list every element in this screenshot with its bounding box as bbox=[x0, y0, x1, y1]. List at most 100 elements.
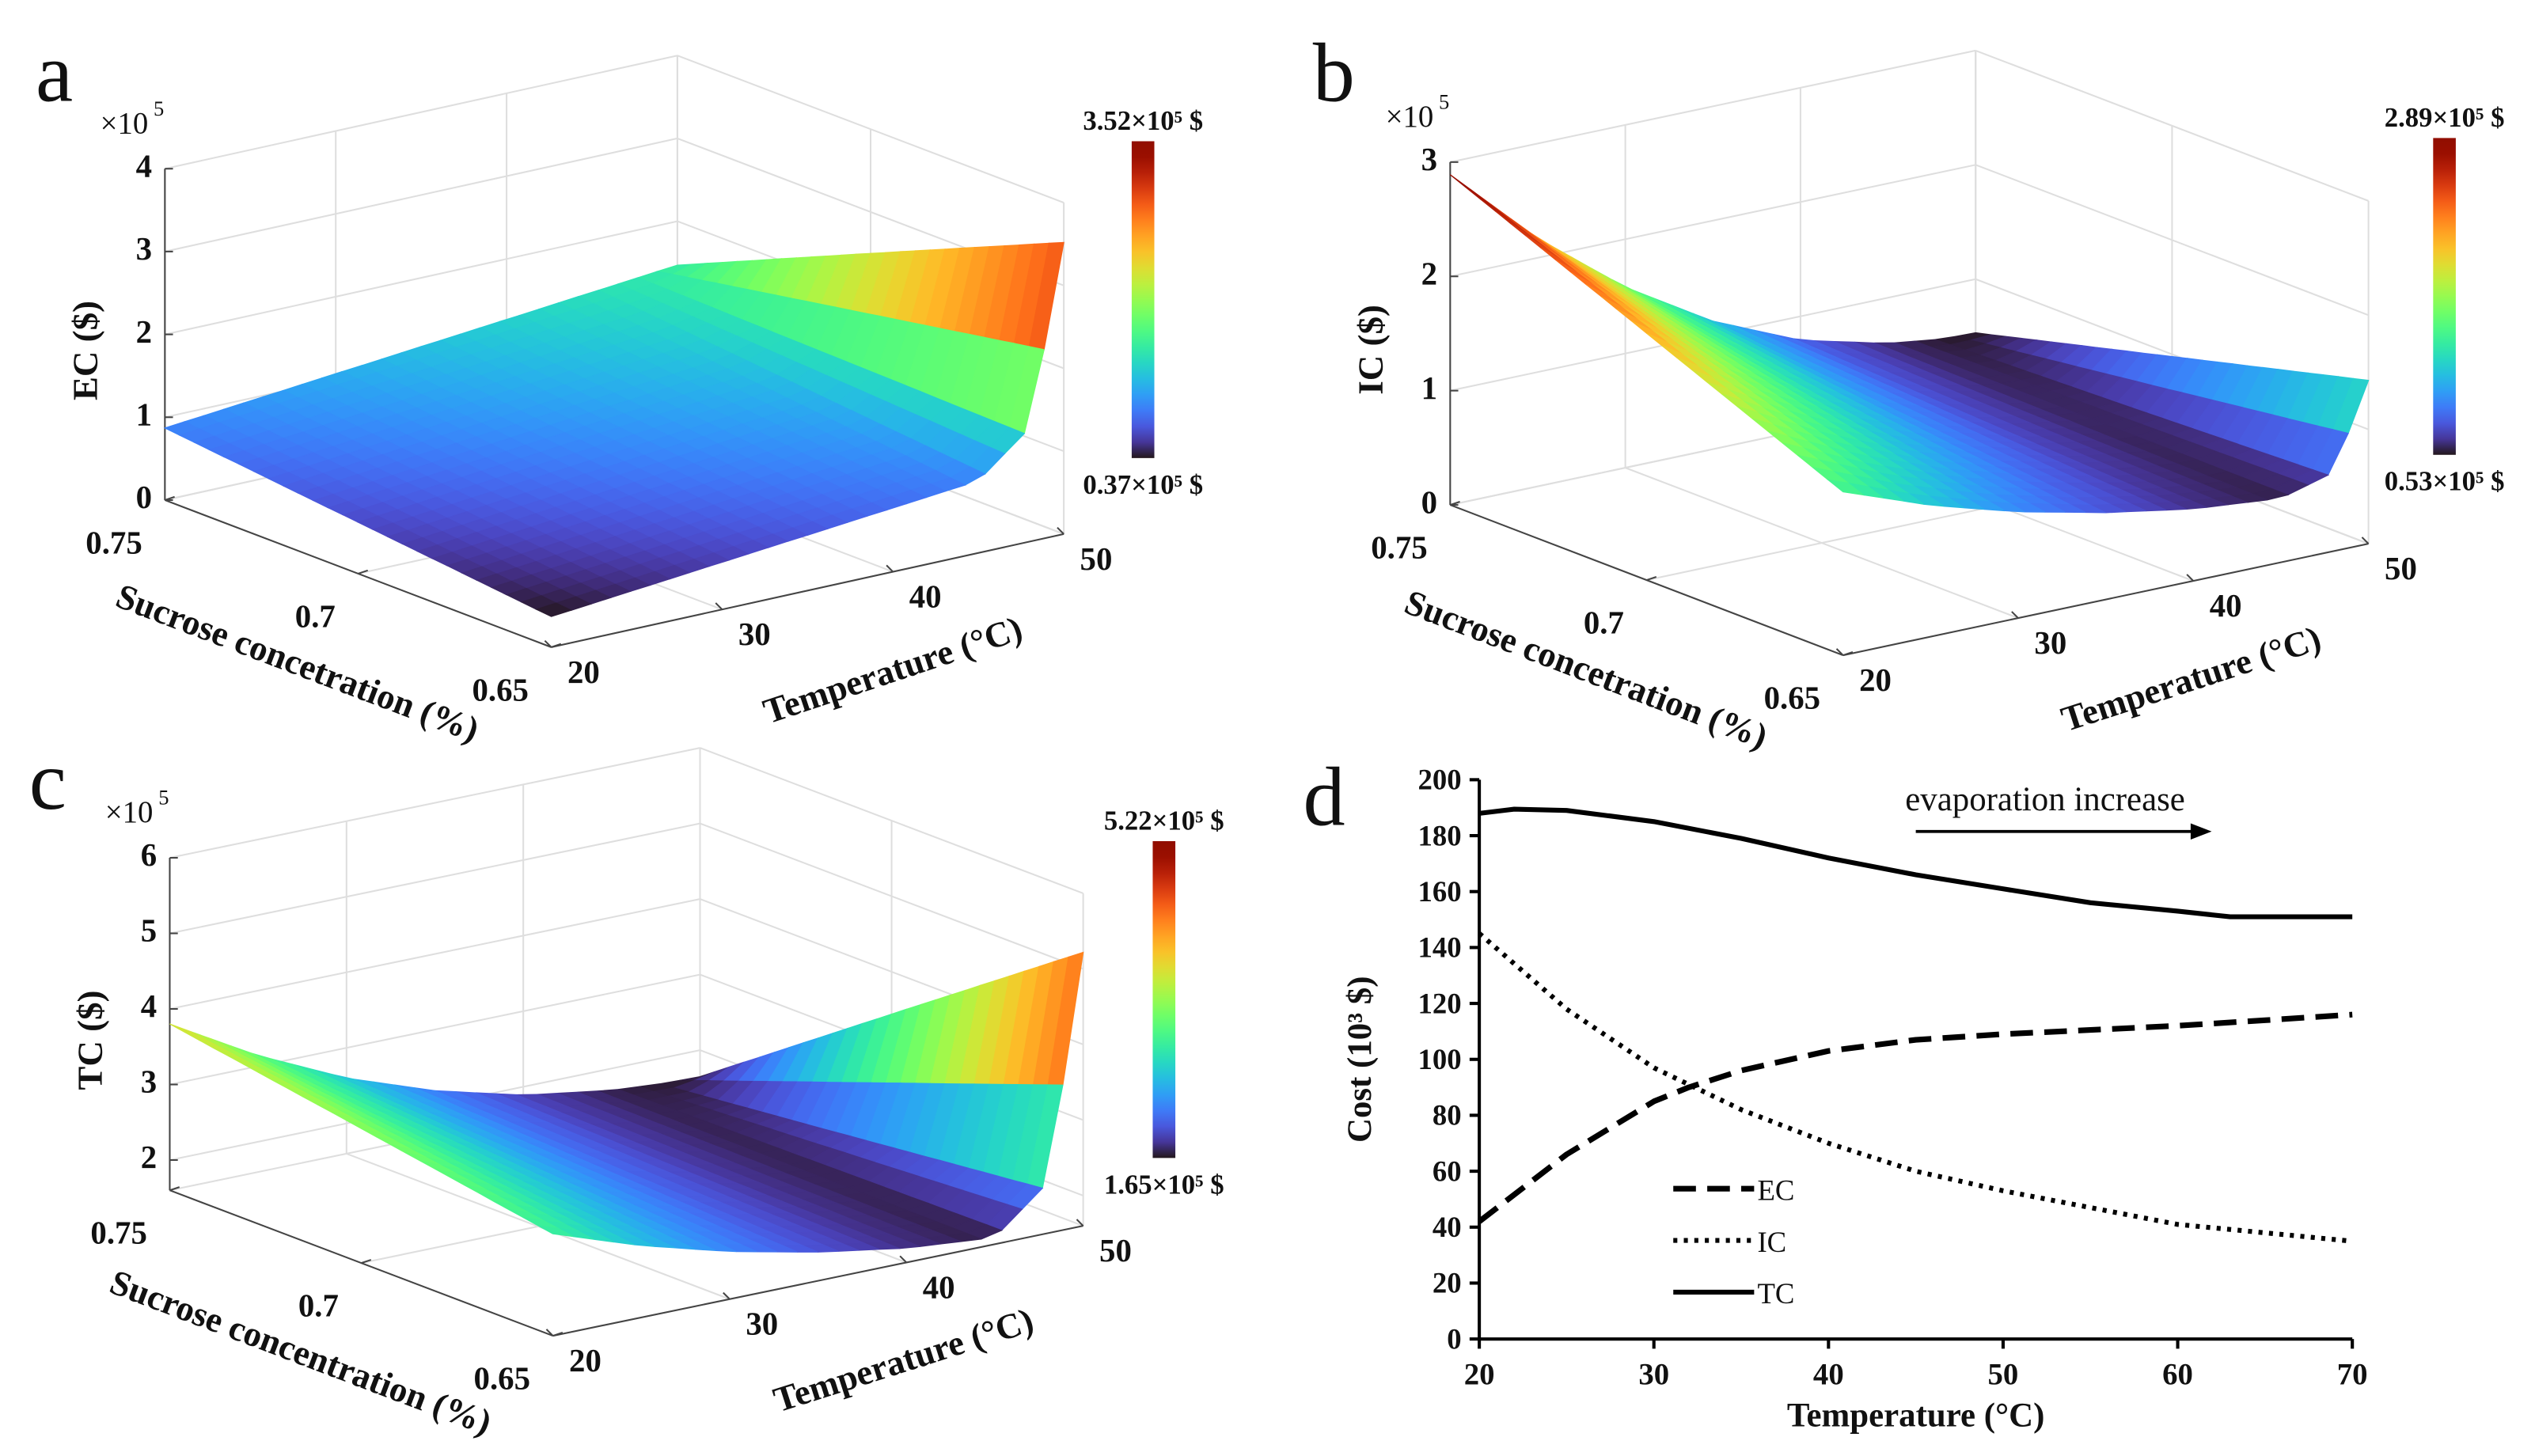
sucrose-tick-label: 0.7 bbox=[1584, 605, 1624, 641]
z-multiplier-label: ×10 bbox=[1386, 100, 1434, 134]
y-tick-label: 80 bbox=[1433, 1099, 1462, 1132]
z-tick-label: 6 bbox=[141, 837, 157, 873]
surface-patch bbox=[537, 1225, 574, 1238]
x-axis-title: Temperature (°C) bbox=[1787, 1397, 2045, 1434]
z-multiplier-label: ×10 bbox=[105, 795, 154, 829]
gridline bbox=[165, 55, 678, 170]
temperature-tick-label: 50 bbox=[1080, 541, 1113, 577]
sucrose-tick-label: 0.7 bbox=[295, 598, 336, 634]
sucrose-tick-label: 0.65 bbox=[1764, 680, 1820, 715]
legend-label-tc: TC bbox=[1757, 1277, 1794, 1310]
temperature-axis-title: Temperature (°C) bbox=[758, 609, 1027, 731]
z-tick-label: 1 bbox=[136, 396, 152, 432]
temperature-tick-label: 40 bbox=[909, 578, 942, 614]
temperature-tick-label: 30 bbox=[2034, 625, 2066, 661]
surface-patch bbox=[1826, 479, 1865, 496]
z-tick-label: 0 bbox=[1421, 484, 1437, 520]
temperature-tick bbox=[1835, 648, 1844, 656]
temperature-tick-label: 30 bbox=[746, 1306, 778, 1342]
temperature-axis-line bbox=[552, 1225, 1083, 1337]
colorbar bbox=[2433, 138, 2456, 455]
z-tick-label: 0 bbox=[136, 480, 152, 515]
gridline bbox=[700, 747, 1083, 894]
y-axis-title: Cost (10³ $) bbox=[1342, 976, 1379, 1143]
temperature-tick-label: 20 bbox=[567, 654, 600, 690]
gridline bbox=[169, 973, 700, 1086]
sucrose-tick bbox=[361, 1259, 372, 1265]
sucrose-tick bbox=[165, 495, 175, 501]
z-tick-label: 2 bbox=[1421, 256, 1437, 291]
z-tick-label: 5 bbox=[141, 913, 157, 949]
sucrose-tick-label: 0.7 bbox=[298, 1288, 339, 1324]
colorbar-min-label: 0.53×10⁵ $ bbox=[2385, 466, 2505, 497]
temperature-tick bbox=[899, 1255, 908, 1264]
series-line-ec bbox=[1477, 1011, 2353, 1224]
z-tick-label: 2 bbox=[136, 314, 152, 350]
y-tick-label: 140 bbox=[1418, 931, 1462, 964]
temperature-tick bbox=[545, 1329, 554, 1337]
sucrose-tick-label: 0.75 bbox=[1371, 530, 1427, 566]
panel-letter-d: d bbox=[1303, 750, 1345, 844]
sucrose-tick-label: 0.65 bbox=[472, 672, 528, 707]
temperature-tick-label: 50 bbox=[2385, 551, 2417, 586]
colorbar-max-label: 3.52×10⁵ $ bbox=[1083, 105, 1203, 136]
surface-patch bbox=[535, 602, 573, 617]
y-tick-label: 60 bbox=[1433, 1155, 1462, 1187]
panel-letter-a: a bbox=[36, 25, 73, 119]
y-tick-label: 0 bbox=[1447, 1322, 1461, 1355]
colorbar-max-label: 5.22×10⁵ $ bbox=[1104, 806, 1224, 836]
gridline bbox=[169, 747, 700, 859]
series-line-tc bbox=[1478, 806, 2353, 919]
gridline bbox=[1450, 49, 1976, 163]
sucrose-tick-label: 0.65 bbox=[474, 1360, 530, 1396]
temperature-tick bbox=[2011, 611, 2019, 619]
z-tick-label: 4 bbox=[141, 988, 157, 1024]
panel-d-line-chart: 20 30 40 50 60 70020406080100120140160180200T… bbox=[1342, 764, 2367, 1435]
sucrose-tick bbox=[1450, 501, 1460, 506]
annotation-arrow-head-icon bbox=[2190, 823, 2212, 840]
x-tick-label: 20 bbox=[1464, 1357, 1495, 1391]
temperature-tick bbox=[2186, 574, 2195, 582]
sucrose-tick bbox=[1842, 651, 1854, 657]
temperature-tick-label: 20 bbox=[1859, 662, 1892, 698]
sucrose-tick bbox=[1646, 576, 1657, 582]
surface-mesh bbox=[163, 241, 1064, 617]
y-tick-label: 160 bbox=[1418, 875, 1462, 908]
series-line-ic bbox=[1478, 931, 2353, 1244]
colorbar bbox=[1152, 840, 1176, 1158]
y-tick-label: 20 bbox=[1433, 1267, 1462, 1299]
z-axis-title: EC ($) bbox=[66, 301, 105, 400]
sucrose-tick bbox=[552, 1332, 564, 1337]
colorbar-min-label: 1.65×10⁵ $ bbox=[1104, 1169, 1224, 1200]
panel-letter-b: b bbox=[1313, 25, 1355, 119]
temperature-tick-label: 20 bbox=[569, 1343, 601, 1378]
z-tick-label: 2 bbox=[141, 1139, 157, 1175]
legend-label-ic: IC bbox=[1757, 1226, 1786, 1258]
colorbar bbox=[1131, 141, 1155, 458]
legend-label-ec: EC bbox=[1757, 1174, 1794, 1206]
sucrose-tick bbox=[551, 643, 562, 648]
sucrose-tick-label: 0.75 bbox=[90, 1215, 146, 1251]
colorbar-min-label: 0.37×10⁵ $ bbox=[1083, 469, 1203, 500]
temperature-tick bbox=[2361, 537, 2370, 544]
y-tick-label: 100 bbox=[1418, 1043, 1462, 1075]
z-tick-label: 3 bbox=[1421, 142, 1437, 177]
z-axis-title: IC ($) bbox=[1351, 305, 1391, 395]
z-axis-title: TC ($) bbox=[70, 991, 110, 1090]
z-multiplier-label: ×10 bbox=[101, 106, 149, 140]
panel-letter-c: c bbox=[29, 734, 66, 827]
temperature-tick-label: 40 bbox=[2210, 588, 2242, 624]
y-tick-label: 120 bbox=[1418, 987, 1462, 1019]
gridline bbox=[165, 137, 678, 252]
x-tick-label: 30 bbox=[1638, 1357, 1669, 1391]
temperature-axis-title: Temperature (°C) bbox=[2056, 618, 2325, 739]
x-tick-label: 70 bbox=[2337, 1357, 2368, 1391]
sucrose-tick bbox=[358, 569, 369, 574]
z-multiplier-exponent: 5 bbox=[154, 97, 164, 120]
z-tick-label: 4 bbox=[136, 148, 152, 184]
z-tick-label: 1 bbox=[1421, 370, 1437, 406]
